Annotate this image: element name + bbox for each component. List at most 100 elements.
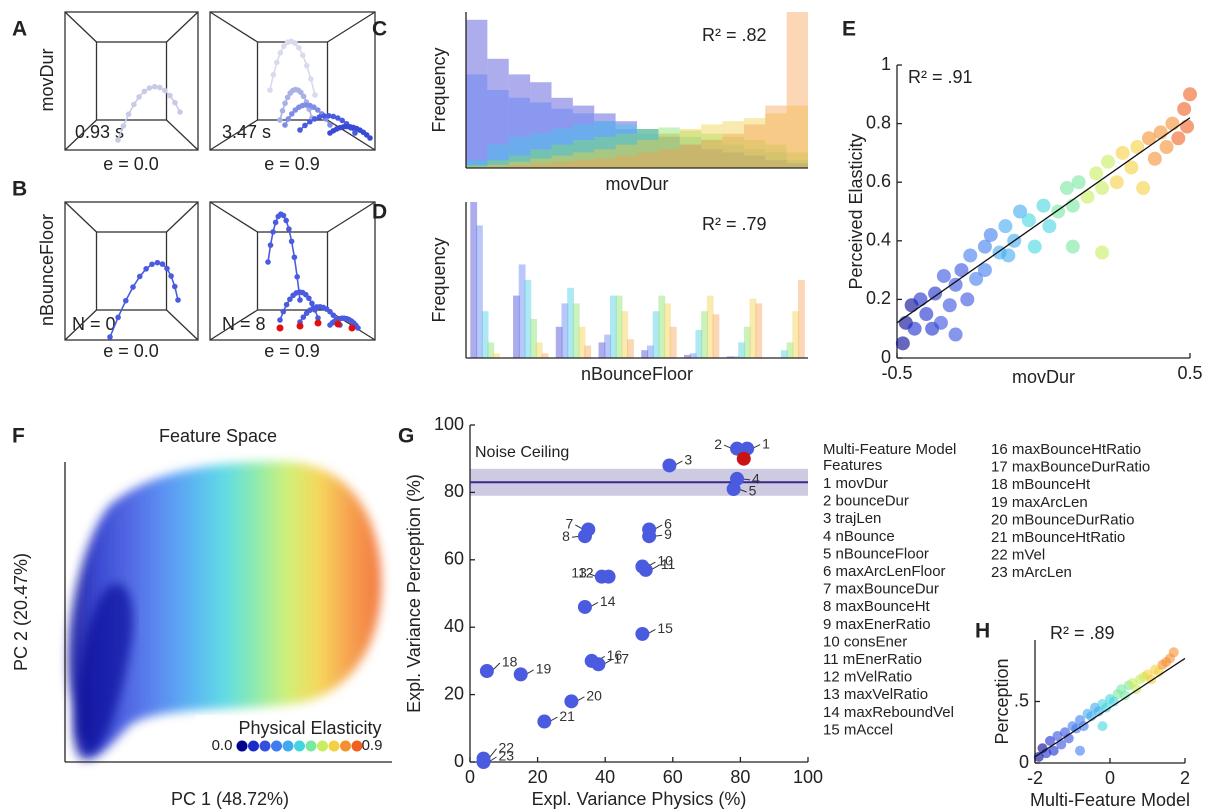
trajectory-dot <box>297 127 303 133</box>
legend-item: 6 maxArcLenFloor <box>823 563 946 580</box>
legend-item: 14 maxReboundVel <box>823 704 954 721</box>
point <box>537 714 552 729</box>
bar <box>780 350 788 358</box>
bar <box>706 295 714 358</box>
y-tick-label: 0.4 <box>866 230 891 250</box>
bar <box>765 152 787 168</box>
trajectory-dot <box>120 123 127 129</box>
bar <box>551 97 573 168</box>
trajectory-dot <box>334 115 341 121</box>
trajectory-dot <box>162 87 168 94</box>
trajectory-dot <box>122 297 129 304</box>
bar <box>679 129 702 168</box>
legend-name: bounceDur <box>836 493 909 510</box>
fit-line <box>896 117 1191 324</box>
point <box>1115 145 1130 160</box>
legend-swatch <box>236 740 248 752</box>
bar <box>541 353 549 358</box>
trajectory-dot <box>286 226 292 232</box>
panel-label: C <box>372 18 387 41</box>
room-edge <box>327 201 376 233</box>
point <box>1180 119 1195 134</box>
point <box>1153 125 1168 140</box>
point <box>476 755 491 769</box>
bar <box>658 149 680 168</box>
trajectory-dot <box>315 315 321 321</box>
y-tick-label: 0.8 <box>866 112 891 132</box>
legend-name: maxBounceDur <box>836 581 939 598</box>
point <box>1101 702 1112 713</box>
bar <box>535 342 543 358</box>
point <box>936 268 951 283</box>
legend-number: 11 <box>823 651 839 668</box>
legend-number: 15 <box>823 721 840 738</box>
bar <box>572 139 595 168</box>
bar <box>701 133 723 168</box>
point-label: 23 <box>499 748 515 764</box>
bar <box>578 326 586 358</box>
legend-number: 21 <box>991 529 1008 546</box>
bar <box>555 326 563 358</box>
legend-name: trajLen <box>836 510 882 527</box>
room-outer <box>64 11 199 151</box>
legend-number: 18 <box>991 476 1008 493</box>
trajectory-dot <box>282 100 288 107</box>
bar <box>637 129 659 168</box>
floor-contact <box>276 324 284 332</box>
bar <box>658 133 680 168</box>
legend-number: 17 <box>991 459 1008 476</box>
legend-item: 8 maxBounceHt <box>823 598 931 615</box>
bar <box>743 149 766 168</box>
bar <box>487 160 509 168</box>
legend-swatch <box>294 740 305 752</box>
trajectory-dot <box>277 317 283 323</box>
legend-name: mBounceHtRatio <box>1012 529 1125 546</box>
x-axis-label: Expl. Variance Physics (%) <box>532 789 747 809</box>
trajectory-dot <box>115 314 121 321</box>
point <box>736 451 751 466</box>
point <box>1183 87 1197 102</box>
bar <box>679 136 702 168</box>
bar <box>594 136 616 168</box>
legend-name: maxBounceDurRatio <box>1012 459 1150 476</box>
point <box>933 315 948 330</box>
trajectory-dot <box>321 113 327 119</box>
bar <box>615 124 637 168</box>
bar <box>792 311 800 358</box>
point <box>1171 131 1186 146</box>
bar <box>530 163 552 168</box>
bar <box>594 121 616 168</box>
room-edge <box>209 11 258 43</box>
panel-label: G <box>398 425 414 448</box>
point-label: 10 <box>657 553 673 569</box>
legend-name: mArcLen <box>1012 564 1072 581</box>
point <box>479 664 494 679</box>
y-axis-label: PC 2 (20.47%) <box>11 553 31 671</box>
bar <box>594 121 616 168</box>
point-label: 12 <box>578 564 594 580</box>
bar <box>712 314 720 358</box>
trajectory-dot <box>172 99 178 106</box>
bar <box>646 345 654 358</box>
room-edge <box>64 11 97 43</box>
legend-swatch <box>305 740 317 752</box>
bar <box>679 144 702 168</box>
bar <box>466 166 488 168</box>
bar <box>786 163 808 168</box>
bar <box>701 139 723 168</box>
trajectory-dot <box>107 334 113 340</box>
bar <box>722 136 744 168</box>
point <box>1120 690 1130 701</box>
bar <box>594 149 616 168</box>
bar <box>701 124 723 168</box>
density-cloud <box>68 461 382 760</box>
point <box>1168 647 1179 658</box>
y-tick-label: 0 <box>881 347 891 367</box>
point <box>1100 154 1115 169</box>
bar <box>530 102 552 168</box>
legend-name: mEnerRatio <box>843 651 922 668</box>
legend-title: Multi-Feature Model <box>823 441 956 458</box>
point <box>1013 204 1028 219</box>
bar <box>743 155 766 168</box>
trajectory-dot <box>280 212 287 219</box>
